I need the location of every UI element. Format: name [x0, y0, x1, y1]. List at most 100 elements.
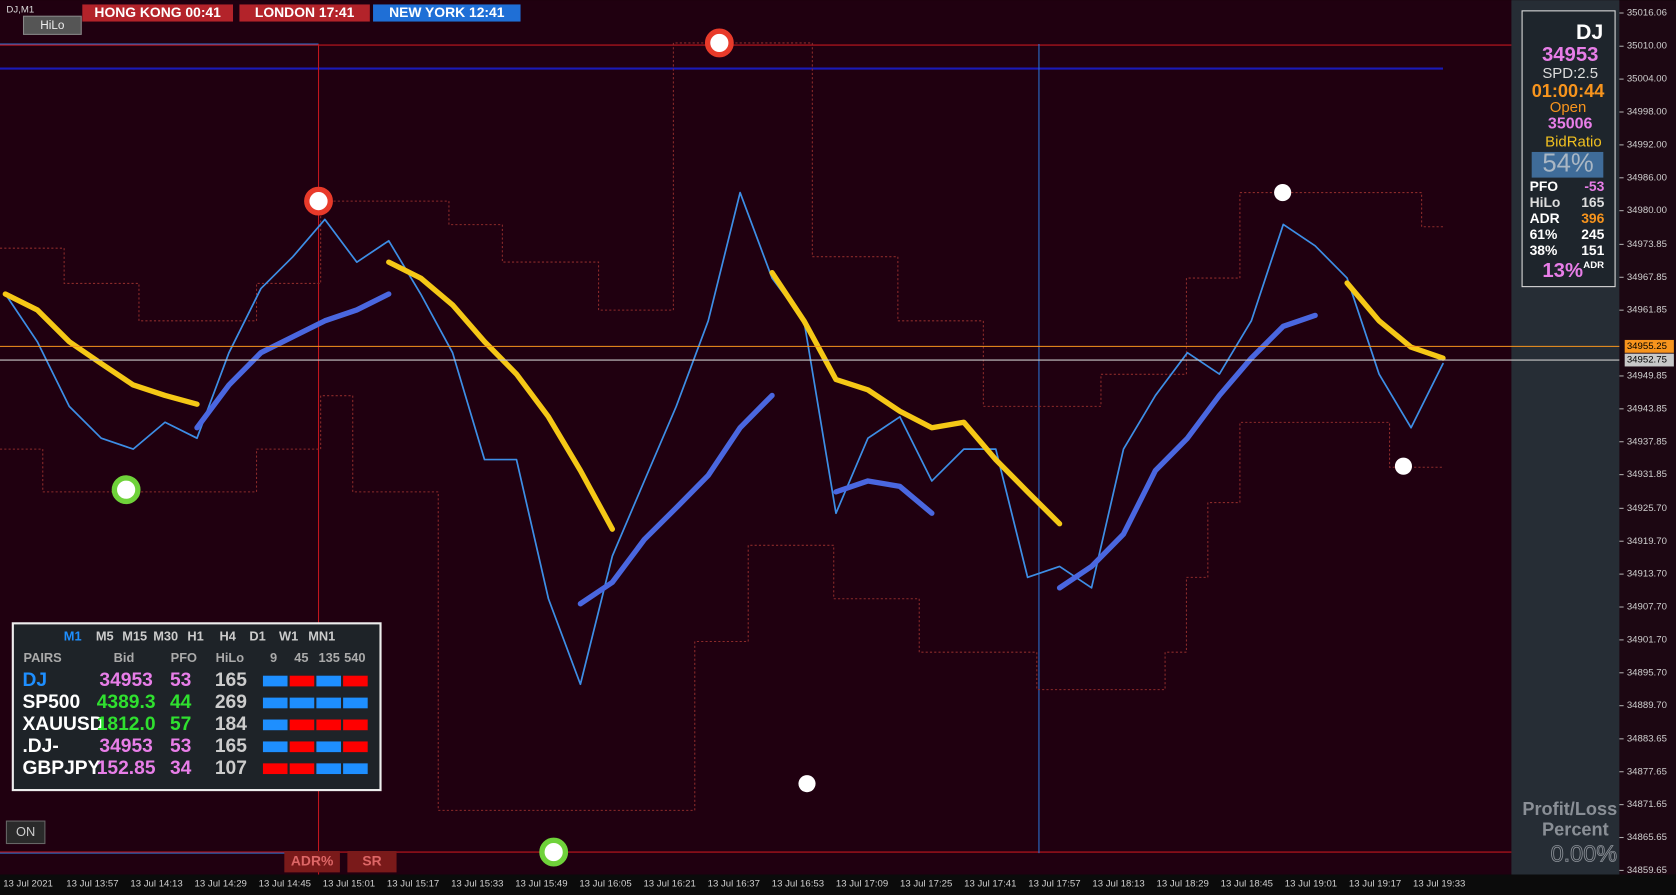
- pair-bid: 4389.3: [97, 692, 156, 713]
- signal-cell: [289, 763, 315, 775]
- timeframe-label: M1: [64, 629, 82, 644]
- on-button[interactable]: [5, 820, 46, 845]
- swing-markers: [111, 28, 1412, 867]
- x-tick-label: 13 Jul 18:29: [1157, 879, 1209, 890]
- signal-cell: [343, 675, 368, 687]
- y-tick-label: 34998.00: [1627, 107, 1667, 118]
- pair-name: SP500: [22, 692, 80, 713]
- clock-box: [239, 4, 370, 22]
- y-tick-label: 34943.85: [1627, 403, 1667, 414]
- signal-cell: [343, 697, 368, 709]
- timeframe-label: D1: [249, 629, 265, 644]
- signal-cell: [316, 697, 341, 709]
- info-panel: [1521, 10, 1616, 288]
- pair-pfo: 57: [170, 714, 191, 735]
- adr-button[interactable]: [284, 851, 340, 873]
- on-button-label[interactable]: ON: [16, 824, 35, 839]
- clock-box: [373, 4, 521, 22]
- signal-cell: [343, 763, 368, 775]
- x-tick-label: 13 Jul 18:13: [1092, 879, 1144, 890]
- low-marker: [539, 837, 569, 867]
- price-label-box: [1624, 353, 1674, 367]
- panel-open-label: Open: [1550, 99, 1587, 116]
- y-tick-label: 35004.00: [1627, 74, 1667, 85]
- signal-cell: [262, 763, 288, 775]
- hilo-button-label[interactable]: HiLo: [40, 19, 65, 32]
- y-tick-label: 34949.85: [1627, 370, 1667, 381]
- price-line: [4, 191, 1444, 686]
- pair-hilo: 165: [215, 736, 247, 757]
- signal-cell: [262, 697, 288, 709]
- timeframe-label: MN1: [308, 629, 335, 644]
- y-tick-label: 34937.85: [1627, 436, 1667, 447]
- pair-bid: 152.85: [97, 758, 156, 779]
- y-tick-label: 34992.00: [1627, 139, 1667, 150]
- pl-label: Profit/Loss: [1522, 799, 1617, 819]
- table-header: PFO: [171, 650, 197, 665]
- timeframe-label: H4: [219, 629, 236, 644]
- x-tick-label: 13 Jul 15:33: [451, 879, 503, 890]
- timeframe-label: W1: [279, 629, 298, 644]
- high-marker: [304, 186, 333, 216]
- timeframe-label: M30: [153, 629, 178, 644]
- pair-bid: 34953: [99, 736, 152, 757]
- moving-average: [194, 291, 1318, 607]
- x-tick-label: 13 Jul 18:45: [1221, 879, 1273, 890]
- panel-row-label: 38%: [1530, 242, 1558, 258]
- signal-cell: [289, 719, 315, 731]
- table-header: 45: [294, 650, 308, 665]
- pairs-table-content: M1 M5 M15 M30 H1 H4 D1 W1 MN1 PAIRS Bid PFO HiLo 9 45 1…: [22, 629, 368, 779]
- x-tick-label: 13 Jul 17:57: [1028, 879, 1080, 890]
- y-tick-label: 34973.85: [1627, 239, 1667, 250]
- time-axis: [0, 874, 1676, 895]
- pair-pfo: 53: [170, 670, 191, 691]
- panel-ratio-label: BidRatio: [1545, 133, 1602, 150]
- low-marker: [111, 475, 141, 505]
- y-tick-label: 34859.65: [1627, 865, 1667, 876]
- x-tick-label: 13 Jul 15:01: [323, 879, 375, 890]
- x-tick-label: 13 Jul 19:01: [1285, 879, 1337, 890]
- x-tick-label: 13 Jul 2021: [3, 879, 53, 890]
- signal-cell: [316, 675, 341, 687]
- panel-adr-pct: 13%: [1542, 260, 1583, 282]
- panel-adr-sup: ADR: [1583, 260, 1604, 271]
- panel-row-value: 151: [1581, 242, 1604, 258]
- pair-hilo: 165: [215, 670, 247, 691]
- pair-name: XAUUSD: [22, 714, 103, 735]
- panel-spread: SPD:2.5: [1542, 65, 1598, 82]
- adr-button-label[interactable]: ADR%: [291, 852, 333, 868]
- resistance-steps: [0, 42, 1443, 407]
- x-tick-label: 13 Jul 14:13: [130, 879, 182, 890]
- y-tick-label: 34889.70: [1627, 700, 1667, 711]
- pair-bid: 34953: [99, 670, 152, 691]
- pair-pfo: 44: [170, 692, 192, 713]
- y-tick-label: 34986.00: [1627, 172, 1667, 183]
- x-tick-label: 13 Jul 15:17: [387, 879, 439, 890]
- signal-cell: [262, 741, 288, 753]
- hilo-button[interactable]: [22, 15, 82, 35]
- y-tick-label: 34961.85: [1627, 305, 1667, 316]
- y-tick-label: 34865.65: [1627, 832, 1667, 843]
- signal-cell: [316, 741, 341, 753]
- price-label: 34952.75: [1627, 355, 1667, 366]
- sr-button-label[interactable]: SR: [362, 852, 381, 868]
- y-tick-label: 34877.65: [1627, 766, 1667, 777]
- x-tick-label: 13 Jul 16:05: [579, 879, 631, 890]
- pair-name: DJ: [22, 670, 47, 691]
- panel-ratio: 54%: [1542, 150, 1593, 178]
- info-panel-content: DJ34953SPD:2.501:00:44Open35006BidRatio5…: [1530, 20, 1605, 282]
- panel-row-value: 396: [1581, 210, 1604, 226]
- x-tick-label: 13 Jul 17:41: [964, 879, 1016, 890]
- panel-symbol: DJ: [1576, 20, 1603, 44]
- swing-dot: [1274, 184, 1292, 202]
- y-tick-label: 34913.70: [1627, 569, 1667, 580]
- x-tick-label: 13 Jul 14:29: [195, 879, 247, 890]
- y-tick-label: 34919.70: [1627, 536, 1667, 547]
- moving-average: [2, 259, 1446, 532]
- y-tick-label: 34895.70: [1627, 667, 1667, 678]
- x-tick-label: 13 Jul 16:53: [772, 879, 824, 890]
- y-tick-label: 34925.70: [1627, 503, 1667, 514]
- sr-button[interactable]: [347, 851, 397, 873]
- panel-open: 35006: [1548, 114, 1593, 132]
